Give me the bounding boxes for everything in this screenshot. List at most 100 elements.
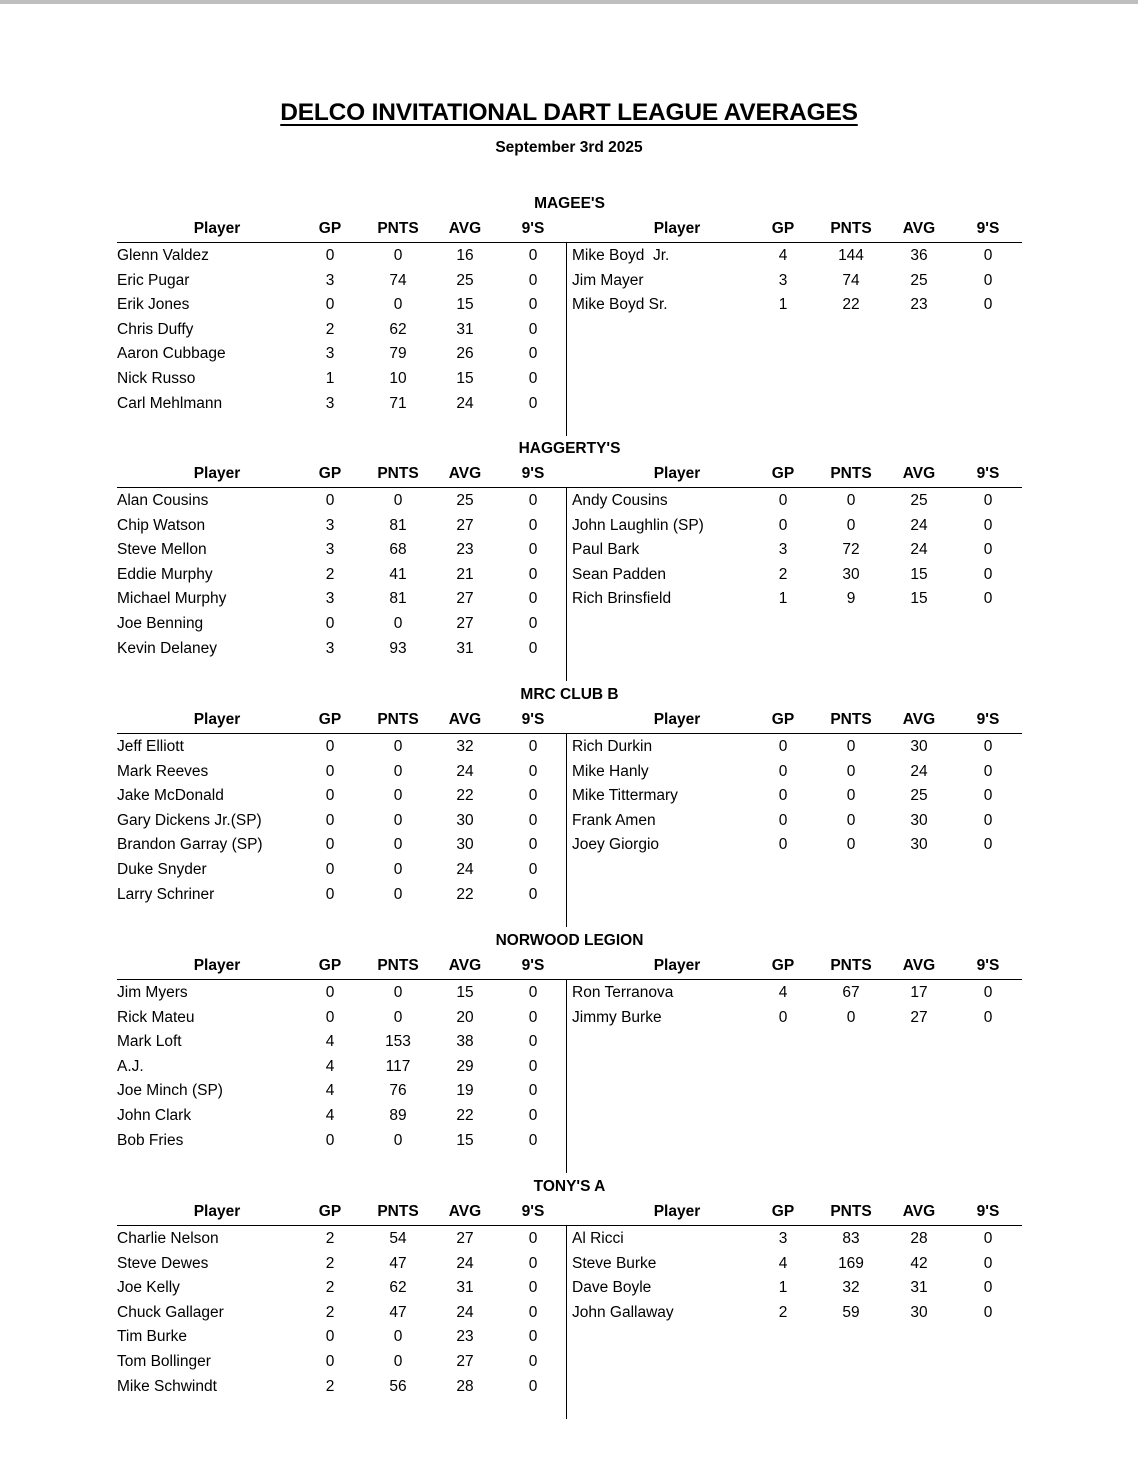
- player-name[interactable]: Glenn Valdez: [117, 247, 209, 264]
- player-name[interactable]: Jim Myers: [117, 984, 188, 1001]
- player-name[interactable]: Jake McDonald: [117, 787, 224, 805]
- table-row[interactable]: Tim Burke 0 0 23 0: [117, 1325, 1022, 1350]
- player-name[interactable]: Dave Boyle: [572, 1279, 652, 1297]
- table-row[interactable]: Alan Cousins 0 0 25 0 Andy Cousins 0 0 25 0: [117, 489, 1022, 514]
- player-name[interactable]: Joe Minch (SP): [117, 1082, 223, 1100]
- player-name[interactable]: Joe Kelly: [117, 1279, 180, 1297]
- player-name[interactable]: John Laughlin (SP): [572, 516, 704, 534]
- player-pnts: 0: [393, 738, 403, 755]
- table-row[interactable]: Bob Fries 0 0 15 0: [117, 1129, 1022, 1154]
- player-name[interactable]: Charlie Nelson: [117, 1230, 219, 1247]
- player-name[interactable]: Rich Durkin: [572, 738, 653, 755]
- player-name[interactable]: Joey Giorgio: [572, 836, 660, 854]
- player-name[interactable]: Bob Fries: [117, 1131, 184, 1149]
- table-row[interactable]: Gary Dickens Jr.(SP) 0 0 30 0 Frank Amen 0 0 30 0: [117, 809, 1022, 834]
- table-row[interactable]: Aaron Cubbage 3 79 26 0: [117, 342, 1022, 367]
- player-name[interactable]: Steve Mellon: [117, 541, 207, 559]
- player-name[interactable]: Sean Padden: [572, 565, 666, 583]
- table-row[interactable]: Mark Reeves 0 0 24 0 Mike Hanly 0 0 24 0: [117, 760, 1022, 785]
- roster-table-haggerty-s: Player GP PNTS AVG 9'S Player GP PNTS AVG 9'S Alan…: [117, 463, 1022, 682]
- player-name[interactable]: Al Ricci: [572, 1230, 624, 1247]
- table-row[interactable]: Charlie Nelson 2 54 27 0 Al Ricci 3 83 28 0: [117, 1227, 1022, 1252]
- player-name[interactable]: Steve Burke: [572, 1254, 657, 1272]
- table-row[interactable]: Jake McDonald 0 0 22 0 Mike Tittermary 0 0 25 0: [117, 784, 1022, 809]
- player-gp: 3: [325, 345, 335, 363]
- player-name[interactable]: Mike Tittermary: [572, 787, 678, 805]
- player-name[interactable]: Tim Burke: [117, 1328, 188, 1346]
- player-name[interactable]: Nick Russo: [117, 369, 196, 387]
- table-row[interactable]: A.J. 4 117 29 0: [117, 1055, 1022, 1080]
- table-row[interactable]: Steve Mellon 3 68 23 0 Paul Bark 3 72 24 0: [117, 538, 1022, 563]
- player-name[interactable]: Eddie Murphy: [117, 565, 213, 583]
- player-name[interactable]: Jimmy Burke: [572, 1008, 662, 1026]
- table-row[interactable]: Chip Watson 3 81 27 0 John Laughlin (SP) 0 0 24 0: [117, 514, 1022, 539]
- player-gp: 4: [325, 1033, 335, 1051]
- player-name[interactable]: Rich Brinsfield: [572, 590, 672, 608]
- table-row[interactable]: Jim Myers 0 0 15 0 Ron Terranova 4 67 17 0: [117, 981, 1022, 1006]
- player-name[interactable]: John Gallaway: [572, 1303, 674, 1321]
- player-name[interactable]: Mike Boyd Jr.: [572, 247, 670, 264]
- player-name[interactable]: Larry Schriner: [117, 885, 215, 903]
- table-row[interactable]: Chuck Gallager 2 47 24 0 John Gallaway 2 59 30 0: [117, 1301, 1022, 1326]
- player-name[interactable]: Ron Terranova: [572, 984, 674, 1001]
- player-name[interactable]: Jim Mayer: [572, 271, 644, 289]
- table-row[interactable]: Joe Kelly 2 62 31 0 Dave Boyle 1 32 31 0: [117, 1276, 1022, 1301]
- player-name[interactable]: Paul Bark: [572, 541, 640, 559]
- player-name[interactable]: John Clark: [117, 1106, 192, 1124]
- table-body: Alan Cousins 0 0 25 0 Andy Cousins 0 0 25 0 Chip W…: [117, 489, 1022, 661]
- player-name[interactable]: Rick Mateu: [117, 1008, 195, 1026]
- table-row[interactable]: Tom Bollinger 0 0 27 0: [117, 1350, 1022, 1375]
- player-name[interactable]: Frank Amen: [572, 811, 656, 829]
- table-row[interactable]: Mike Schwindt 2 56 28 0: [117, 1375, 1022, 1400]
- player-avg: 30: [910, 836, 928, 854]
- player-name[interactable]: Michael Murphy: [117, 590, 227, 608]
- player-gp: 4: [325, 1106, 335, 1124]
- table-row[interactable]: Duke Snyder 0 0 24 0: [117, 858, 1022, 883]
- table-row[interactable]: Rick Mateu 0 0 20 0 Jimmy Burke 0 0 27 0: [117, 1006, 1022, 1031]
- player-nines: 0: [983, 984, 993, 1001]
- player-name[interactable]: Joe Benning: [117, 614, 204, 632]
- player-name[interactable]: Tom Bollinger: [117, 1352, 211, 1370]
- table-row[interactable]: Steve Dewes 2 47 24 0 Steve Burke 4 169 42 0: [117, 1252, 1022, 1277]
- player-pnts: 32: [842, 1279, 860, 1297]
- player-name[interactable]: Alan Cousins: [117, 492, 209, 509]
- table-row[interactable]: Larry Schriner 0 0 22 0: [117, 883, 1022, 908]
- player-name[interactable]: Erik Jones: [117, 296, 190, 314]
- table-row[interactable]: Nick Russo 1 10 15 0: [117, 367, 1022, 392]
- player-name[interactable]: Mike Schwindt: [117, 1377, 217, 1395]
- player-name[interactable]: Chris Duffy: [117, 320, 194, 338]
- table-row[interactable]: Carl Mehlmann 3 71 24 0: [117, 392, 1022, 417]
- table-row[interactable]: Brandon Garray (SP) 0 0 30 0 Joey Giorgio 0 0 30…: [117, 833, 1022, 858]
- player-name[interactable]: Mike Boyd Sr.: [572, 296, 668, 314]
- table-row[interactable]: Joe Minch (SP) 4 76 19 0: [117, 1079, 1022, 1104]
- table-row[interactable]: Jeff Elliott 0 0 32 0 Rich Durkin 0 0 30 0: [117, 735, 1022, 760]
- table-row[interactable]: Glenn Valdez 0 0 16 0 Mike Boyd Jr. 4 144 36 0: [117, 244, 1022, 269]
- player-name[interactable]: Mark Reeves: [117, 762, 209, 780]
- table-row[interactable]: Mark Loft 4 153 38 0: [117, 1030, 1022, 1055]
- player-name[interactable]: Eric Pugar: [117, 271, 190, 289]
- player-name[interactable]: Steve Dewes: [117, 1254, 209, 1272]
- player-name[interactable]: Jeff Elliott: [117, 738, 184, 755]
- table-row[interactable]: Kevin Delaney 3 93 31 0: [117, 637, 1022, 662]
- player-nines: 0: [528, 541, 538, 559]
- player-name[interactable]: Aaron Cubbage: [117, 345, 226, 363]
- player-name[interactable]: Mike Hanly: [572, 762, 649, 780]
- player-name[interactable]: Chip Watson: [117, 516, 206, 534]
- table-row[interactable]: Eddie Murphy 2 41 21 0 Sean Padden 2 30 15 0: [117, 563, 1022, 588]
- player-gp: 0: [325, 984, 335, 1001]
- table-row[interactable]: Chris Duffy 2 62 31 0: [117, 318, 1022, 343]
- player-name[interactable]: Carl Mehlmann: [117, 394, 223, 412]
- player-name[interactable]: Duke Snyder: [117, 860, 207, 878]
- player-name[interactable]: Gary Dickens Jr.(SP): [117, 811, 262, 829]
- table-row[interactable]: Joe Benning 0 0 27 0: [117, 612, 1022, 637]
- player-name[interactable]: Mark Loft: [117, 1033, 182, 1051]
- player-name[interactable]: A.J.: [117, 1057, 144, 1075]
- player-name[interactable]: Brandon Garray (SP): [117, 836, 263, 854]
- table-row[interactable]: Eric Pugar 3 74 25 0 Jim Mayer 3 74 25 0: [117, 269, 1022, 294]
- table-row[interactable]: Michael Murphy 3 81 27 0 Rich Brinsfield 1 9 15 0: [117, 587, 1022, 612]
- table-row[interactable]: John Clark 4 89 22 0: [117, 1104, 1022, 1129]
- player-name[interactable]: Chuck Gallager: [117, 1303, 224, 1321]
- player-name[interactable]: Kevin Delaney: [117, 639, 217, 657]
- table-row[interactable]: Erik Jones 0 0 15 0 Mike Boyd Sr. 1 22 23 0: [117, 293, 1022, 318]
- player-name[interactable]: Andy Cousins: [572, 492, 668, 509]
